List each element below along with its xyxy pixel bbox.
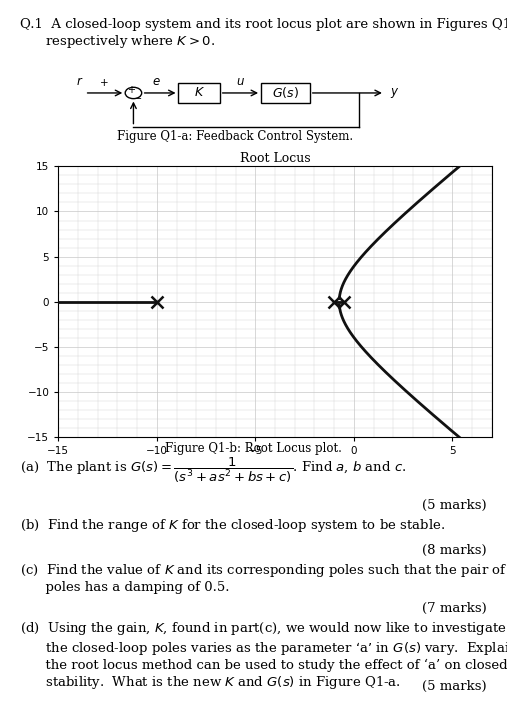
Text: (c)  Find the value of $K$ and its corresponding poles such that the pair of com: (c) Find the value of $K$ and its corres… xyxy=(20,562,507,594)
Text: $+$: $+$ xyxy=(99,77,108,88)
Text: (5 marks): (5 marks) xyxy=(422,499,487,512)
Text: $e$: $e$ xyxy=(152,75,160,88)
Text: $-$: $-$ xyxy=(133,92,142,102)
Title: Root Locus: Root Locus xyxy=(240,152,310,165)
Text: Figure Q1-b: Root Locus plot.: Figure Q1-b: Root Locus plot. xyxy=(165,442,342,455)
Text: (8 marks): (8 marks) xyxy=(422,544,487,557)
Text: $G(s)$: $G(s)$ xyxy=(272,85,299,100)
Text: $+$: $+$ xyxy=(127,85,136,95)
Text: (7 marks): (7 marks) xyxy=(422,602,487,615)
Text: $r$: $r$ xyxy=(77,75,84,88)
FancyBboxPatch shape xyxy=(178,83,220,103)
Text: Figure Q1-a: Feedback Control System.: Figure Q1-a: Feedback Control System. xyxy=(117,130,353,143)
Text: $K$: $K$ xyxy=(194,87,205,100)
Text: $u$: $u$ xyxy=(236,75,245,88)
Text: $y$: $y$ xyxy=(390,86,400,100)
FancyBboxPatch shape xyxy=(261,83,310,103)
Text: (d)  Using the gain, $K$, found in part(c), we would now like to investigate how: (d) Using the gain, $K$, found in part(c… xyxy=(20,620,507,691)
Text: (5 marks): (5 marks) xyxy=(422,680,487,693)
Text: (b)  Find the range of $K$ for the closed-loop system to be stable.: (b) Find the range of $K$ for the closed… xyxy=(20,517,446,534)
Text: Q.1  A closed-loop system and its root locus plot are shown in Figures Q1-a and : Q.1 A closed-loop system and its root lo… xyxy=(20,18,507,51)
Text: (a)  The plant is $G(s) = \dfrac{1}{(s^3 + as^2 + bs + c)}$. Find $a$, $b$ and $: (a) The plant is $G(s) = \dfrac{1}{(s^3 … xyxy=(20,455,407,485)
